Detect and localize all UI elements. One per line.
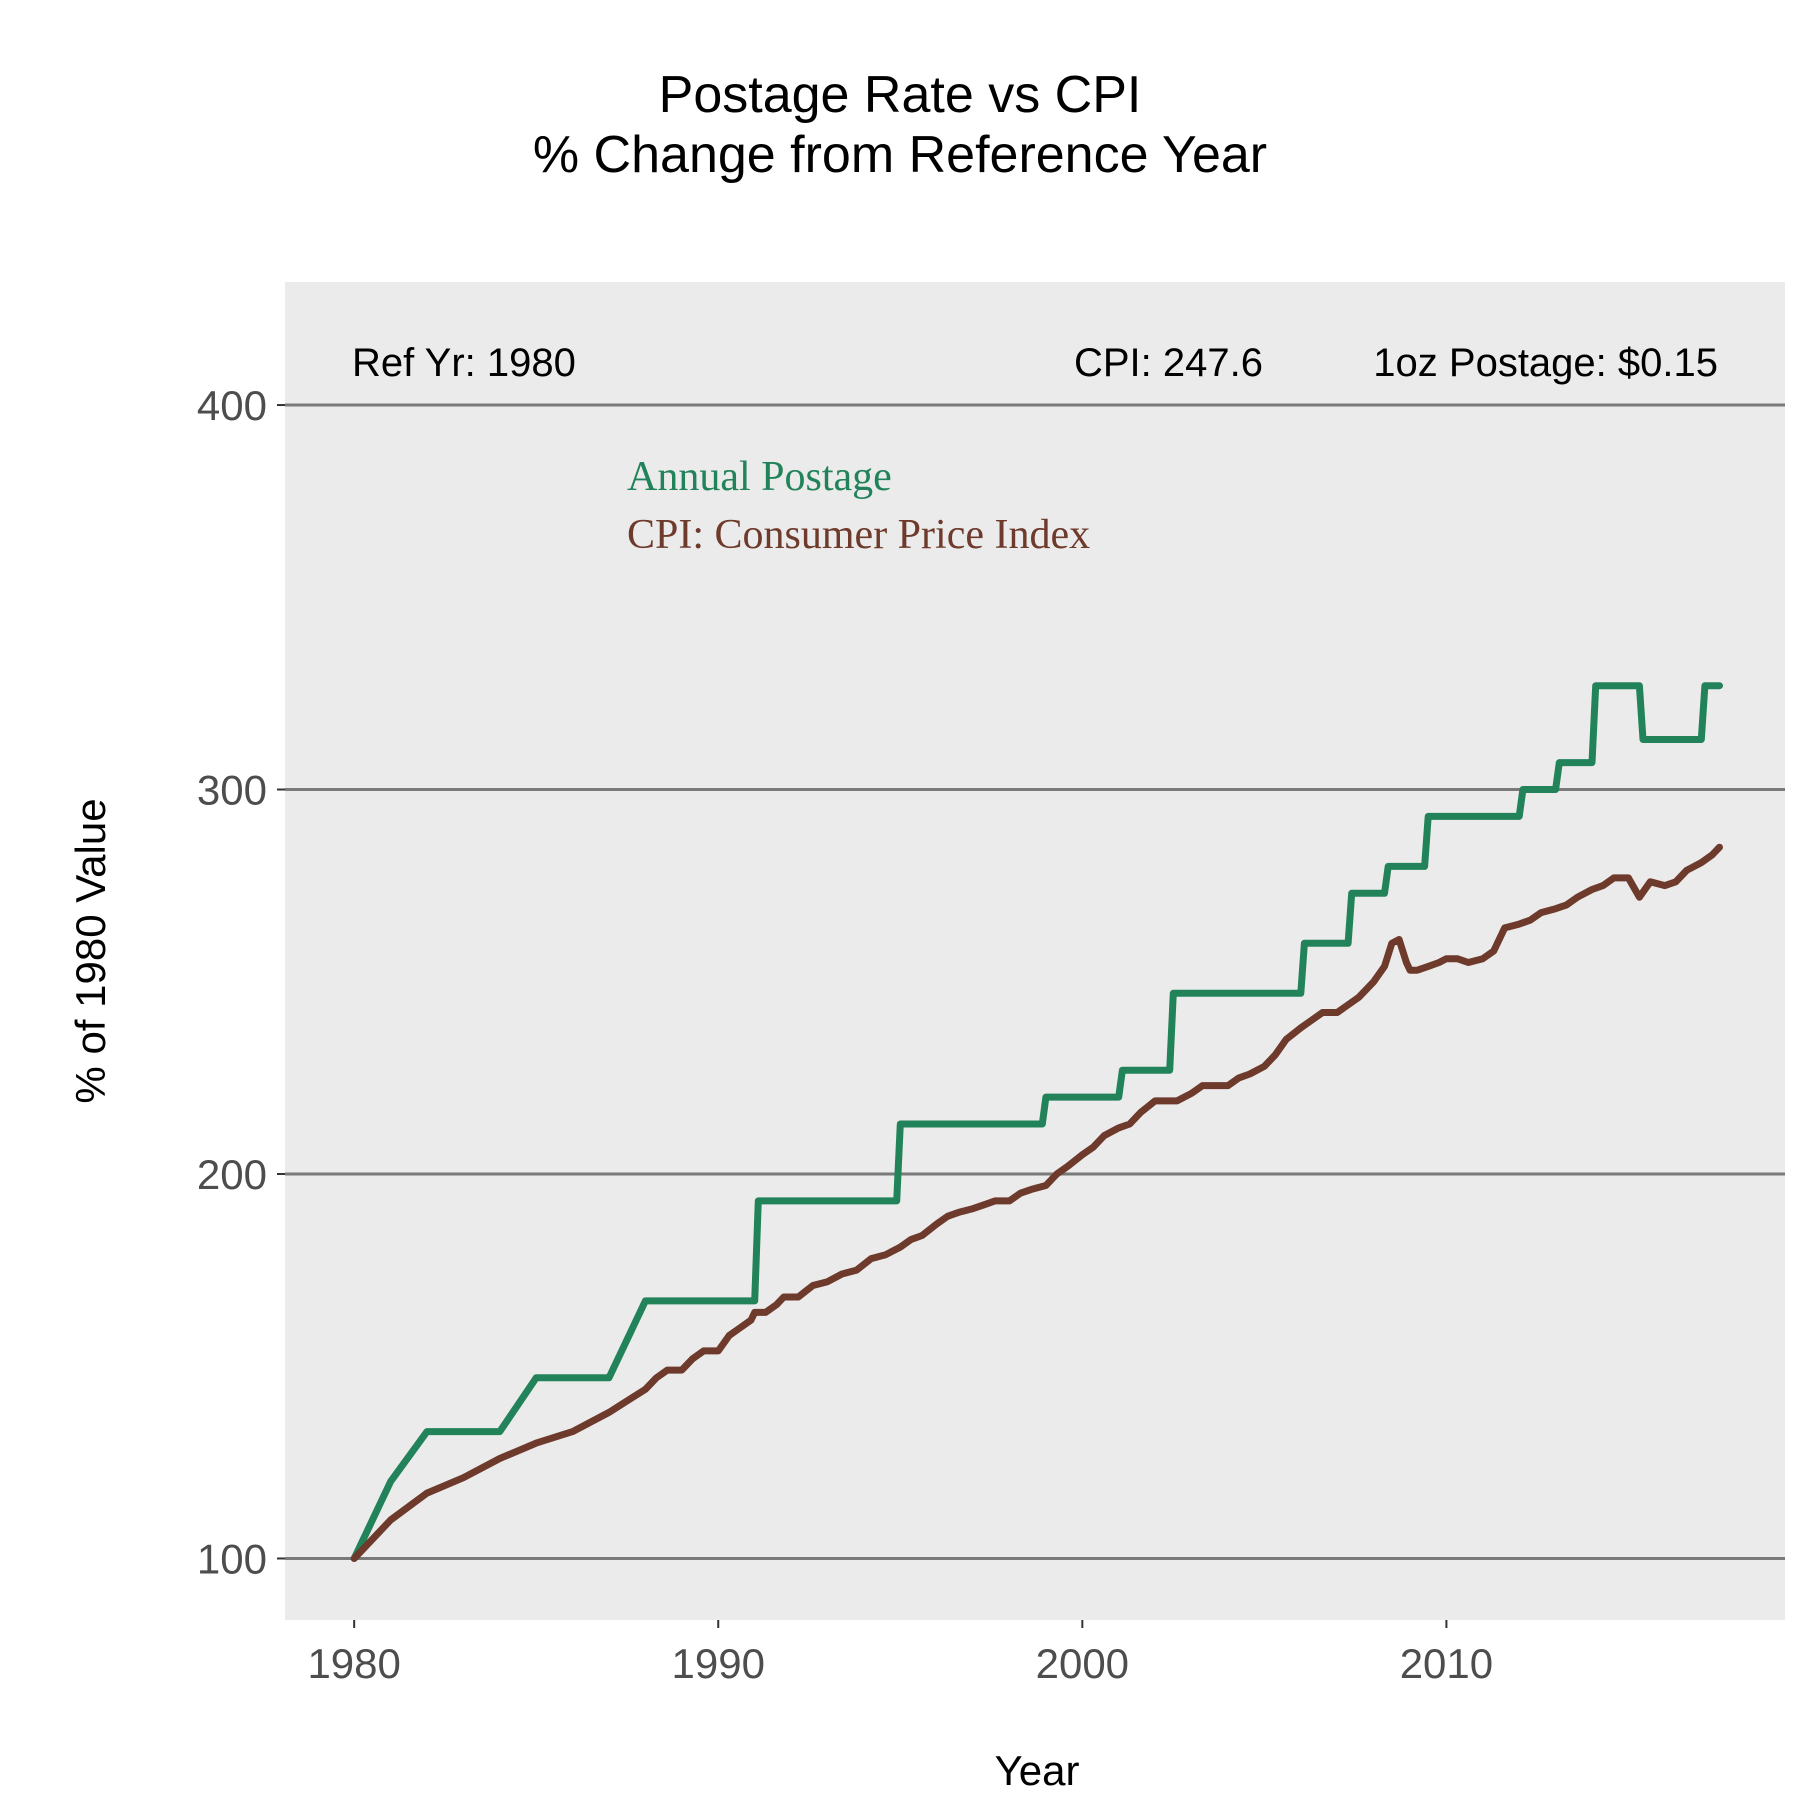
ref-year-annotation: Ref Yr: 1980 — [352, 341, 576, 385]
y-tick-label-200: 200 — [197, 1151, 267, 1198]
cpi-annotation: CPI: 247.6 — [1074, 341, 1263, 385]
y-axis-label: % of 1980 Value — [67, 798, 114, 1103]
y-tick-label-100: 100 — [197, 1535, 267, 1582]
plot-panel — [285, 282, 1785, 1620]
chart-title: Postage Rate vs CPI — [659, 66, 1142, 124]
x-tick-label-1980: 1980 — [307, 1640, 400, 1687]
series-line-annual-postage — [350, 682, 1723, 1562]
legend-cpi: CPI: Consumer Price Index — [627, 512, 1090, 558]
x-tick-label-2000: 2000 — [1036, 1640, 1129, 1687]
legend-annual-postage: Annual Postage — [627, 454, 892, 500]
series-layer — [350, 682, 1723, 1562]
x-tick-label-2010: 2010 — [1400, 1640, 1493, 1687]
x-axis-ticks: 1980 1990 2000 2010 — [307, 1620, 1493, 1687]
postage-annotation: 1oz Postage: $0.15 — [1373, 341, 1718, 385]
y-axis-ticks: 100 200 300 400 — [197, 382, 285, 1582]
chart-subtitle: % Change from Reference Year — [533, 126, 1267, 184]
y-tick-label-400: 400 — [197, 382, 267, 429]
x-tick-label-1990: 1990 — [672, 1640, 765, 1687]
series-line-cpi — [350, 843, 1723, 1562]
x-axis-label: Year — [995, 1747, 1080, 1794]
y-tick-label-300: 300 — [197, 767, 267, 814]
